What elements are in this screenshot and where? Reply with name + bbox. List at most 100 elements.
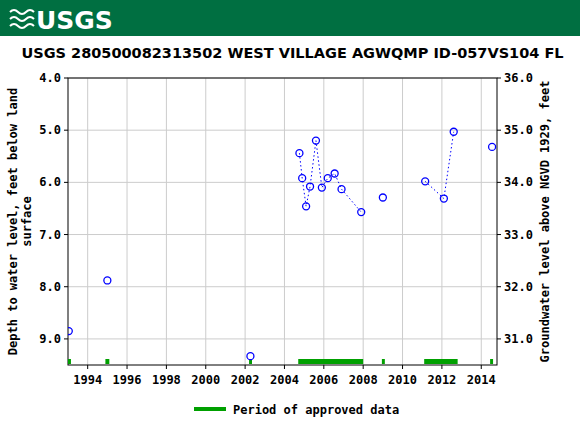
y2-tick-label: 36.0 <box>504 71 533 85</box>
data-point <box>422 178 429 185</box>
legend-label: Period of approved data <box>233 403 399 417</box>
x-tick <box>205 365 206 369</box>
y-axis-label: surface <box>20 196 34 247</box>
y2-tick <box>497 130 501 131</box>
grid-line-x <box>127 78 128 365</box>
plot-frame <box>68 78 497 365</box>
y-tick <box>64 234 68 235</box>
y2-tick <box>497 286 501 287</box>
approved-period <box>424 359 457 364</box>
grid-line-x <box>87 78 88 365</box>
data-point <box>104 277 111 284</box>
y-tick-label: 6.0 <box>39 175 61 189</box>
x-tick-label: 2010 <box>388 373 417 387</box>
data-point <box>324 175 331 182</box>
y-tick-label: 7.0 <box>39 228 61 242</box>
y2-tick-label: 31.0 <box>504 332 533 346</box>
x-tick-label: 1996 <box>113 373 142 387</box>
legend-swatch <box>194 407 226 411</box>
data-point <box>247 353 254 360</box>
y-tick-label: 5.0 <box>39 123 61 137</box>
grid-line-x <box>481 78 482 365</box>
title: USGS 280500082313502 WEST VILLAGE AGWQMP… <box>21 45 563 61</box>
x-tick-label: 1998 <box>152 373 181 387</box>
y-tick-label: 8.0 <box>39 280 61 294</box>
plot-area <box>68 128 496 364</box>
grid-line-x <box>245 78 246 365</box>
data-point <box>358 209 365 216</box>
logo-wave <box>10 17 34 21</box>
x-tick-label: 2000 <box>191 373 220 387</box>
grid-line-x <box>284 78 285 365</box>
data-point <box>338 186 345 193</box>
data-point <box>450 128 457 135</box>
y-tick-label: 4.0 <box>39 71 61 85</box>
y2-tick-label: 32.0 <box>504 280 533 294</box>
grid-line-y <box>68 234 497 235</box>
x-tick-label: 2008 <box>349 373 378 387</box>
y-tick <box>64 78 68 79</box>
x-tick-label: 2006 <box>309 373 338 387</box>
y-tick <box>64 130 68 131</box>
data-point <box>68 328 72 335</box>
y-tick <box>64 182 68 183</box>
logo-wave <box>10 10 34 14</box>
y2-tick <box>497 182 501 183</box>
x-tick-label: 2004 <box>270 373 299 387</box>
data-point <box>379 194 386 201</box>
grid-line-x <box>363 78 364 365</box>
grid-line-y <box>68 338 497 339</box>
data-point <box>331 170 338 177</box>
data-point <box>312 137 319 144</box>
y-axis-label: Depth to water level, feet below land <box>6 88 20 355</box>
grid-line-y <box>68 182 497 183</box>
approved-period <box>490 359 493 364</box>
y2-tick <box>497 338 501 339</box>
grid-line-y <box>68 130 497 131</box>
x-tick <box>363 365 364 369</box>
y2-tick <box>497 234 501 235</box>
x-tick-label: 2012 <box>427 373 456 387</box>
approved-period <box>382 359 385 364</box>
x-tick <box>323 365 324 369</box>
logo-icon <box>10 10 34 28</box>
grid-line-x <box>323 78 324 365</box>
grid-line-x <box>441 78 442 365</box>
logo-text: USGS <box>36 6 113 35</box>
x-tick <box>245 365 246 369</box>
y2-axis-label: Groundwater level above NGVD 1929, feet <box>538 81 552 363</box>
x-tick <box>87 365 88 369</box>
data-point <box>440 195 447 202</box>
x-tick-label: 1994 <box>73 373 102 387</box>
data-point <box>299 175 306 182</box>
grid-line-x <box>166 78 167 365</box>
data-point <box>307 183 314 190</box>
y2-tick-label: 35.0 <box>504 123 533 137</box>
grid <box>68 78 497 365</box>
legend: Period of approved data <box>194 403 399 417</box>
grid-line-x <box>402 78 403 365</box>
y2-tick-label: 33.0 <box>504 228 533 242</box>
y-tick-label: 9.0 <box>39 332 61 346</box>
x-tick-label: 2002 <box>231 373 260 387</box>
x-tick <box>127 365 128 369</box>
x-tick <box>481 365 482 369</box>
data-point <box>318 184 325 191</box>
grid-line-y <box>68 286 497 287</box>
logo-wave <box>10 24 34 28</box>
approved-period <box>105 359 109 364</box>
y2-tick-label: 34.0 <box>504 175 533 189</box>
data-point <box>303 203 310 210</box>
x-tick <box>166 365 167 369</box>
series-line <box>299 132 492 212</box>
y2-tick <box>497 78 501 79</box>
x-tick-label: 2014 <box>467 373 496 387</box>
data-point <box>296 150 303 157</box>
data-point <box>489 143 496 150</box>
grid-line-x <box>205 78 206 365</box>
y-tick <box>64 338 68 339</box>
x-tick <box>441 365 442 369</box>
approved-period <box>68 359 71 364</box>
banner <box>0 0 580 36</box>
approved-period <box>298 359 363 364</box>
